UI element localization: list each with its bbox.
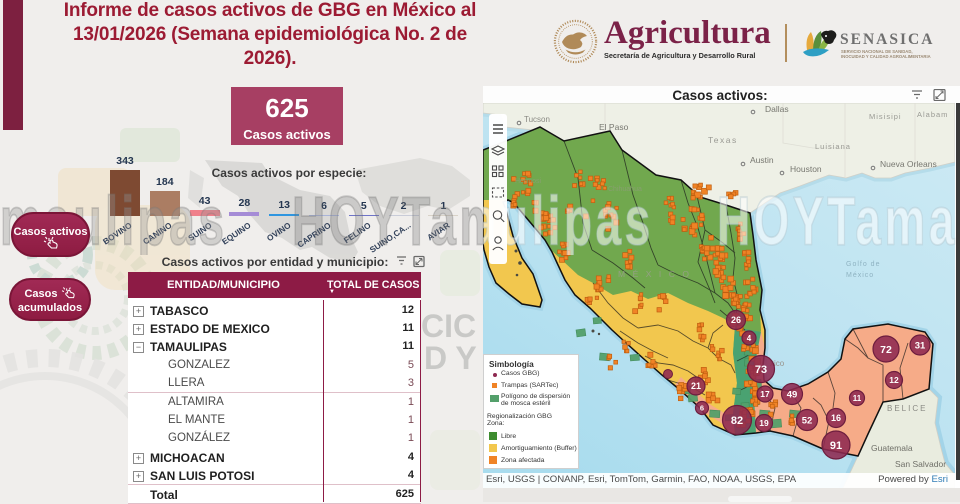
svg-text:72: 72: [880, 344, 892, 356]
svg-text:19: 19: [759, 418, 769, 428]
svg-text:Golfo de: Golfo de: [846, 261, 880, 268]
svg-text:Dallas: Dallas: [765, 104, 789, 114]
svg-text:Luisiana: Luisiana: [815, 142, 851, 151]
svg-text:San Salvador: San Salvador: [895, 459, 946, 469]
svg-text:Misisipi: Misisipi: [869, 112, 902, 121]
svg-text:México: México: [846, 272, 874, 279]
svg-text:17: 17: [760, 389, 770, 399]
svg-text:26: 26: [731, 315, 741, 325]
svg-text:16: 16: [831, 413, 841, 423]
svg-text:Hermosi: Hermosi: [515, 178, 542, 185]
svg-text:MÉXICO: MÉXICO: [618, 269, 697, 279]
svg-text:31: 31: [915, 340, 926, 351]
svg-text:91: 91: [830, 440, 842, 452]
svg-text:11: 11: [853, 394, 862, 403]
svg-text:Alabam: Alabam: [917, 110, 948, 119]
svg-text:Houston: Houston: [790, 164, 822, 174]
svg-text:52: 52: [802, 415, 813, 426]
svg-text:xico: xico: [770, 359, 785, 368]
svg-text:82: 82: [731, 415, 743, 427]
svg-text:Nueva Orleans: Nueva Orleans: [880, 159, 937, 169]
svg-text:El Paso: El Paso: [599, 122, 629, 132]
svg-text:49: 49: [787, 389, 798, 400]
svg-text:6: 6: [700, 404, 704, 413]
svg-text:4: 4: [747, 334, 752, 343]
svg-text:12: 12: [889, 375, 899, 385]
svg-text:Chihuahua: Chihuahua: [608, 186, 642, 193]
svg-text:Tucson: Tucson: [524, 115, 550, 124]
svg-text:73: 73: [755, 364, 767, 376]
svg-text:Austin: Austin: [750, 155, 774, 165]
svg-text:Texas: Texas: [708, 135, 738, 145]
svg-text:BELICE: BELICE: [887, 404, 927, 413]
svg-text:21: 21: [691, 381, 701, 391]
svg-text:Guatemala: Guatemala: [871, 443, 913, 453]
